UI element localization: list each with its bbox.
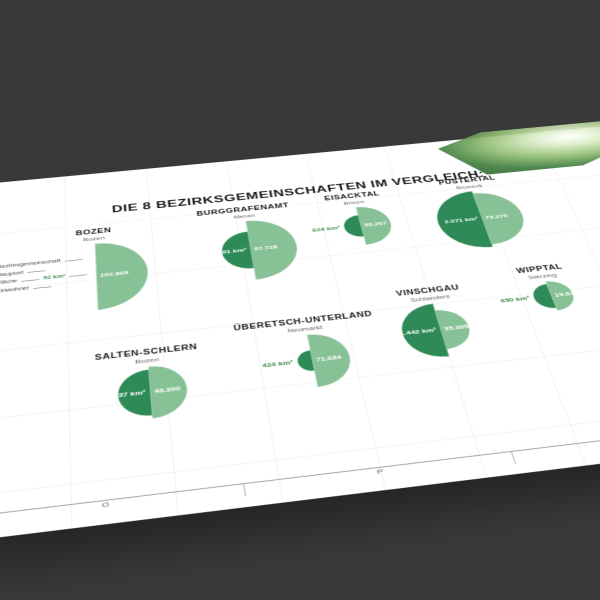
- district-wipptal: WIPPTALSterzing650 km²19.930: [538, 266, 557, 311]
- half-circle-chart: 650 km²19.930: [545, 282, 558, 311]
- half-circle-chart: 1.442 km²35.305: [432, 304, 449, 357]
- half-circle-chart: 2.071 km²79.270: [471, 191, 493, 247]
- infographic-sheet: DIE 8 BEZIRKSGEMEINSCHAFTEN IM VERGLEICH…: [0, 125, 600, 542]
- district-salten: SALTEN-SCHLERNBozen1.037 km²48.300: [146, 349, 153, 419]
- half-circle-chart: 1.037 km²48.300: [147, 367, 152, 419]
- district-vinschgau: VINSCHGAUSchlanders1.442 km²35.305: [427, 287, 449, 356]
